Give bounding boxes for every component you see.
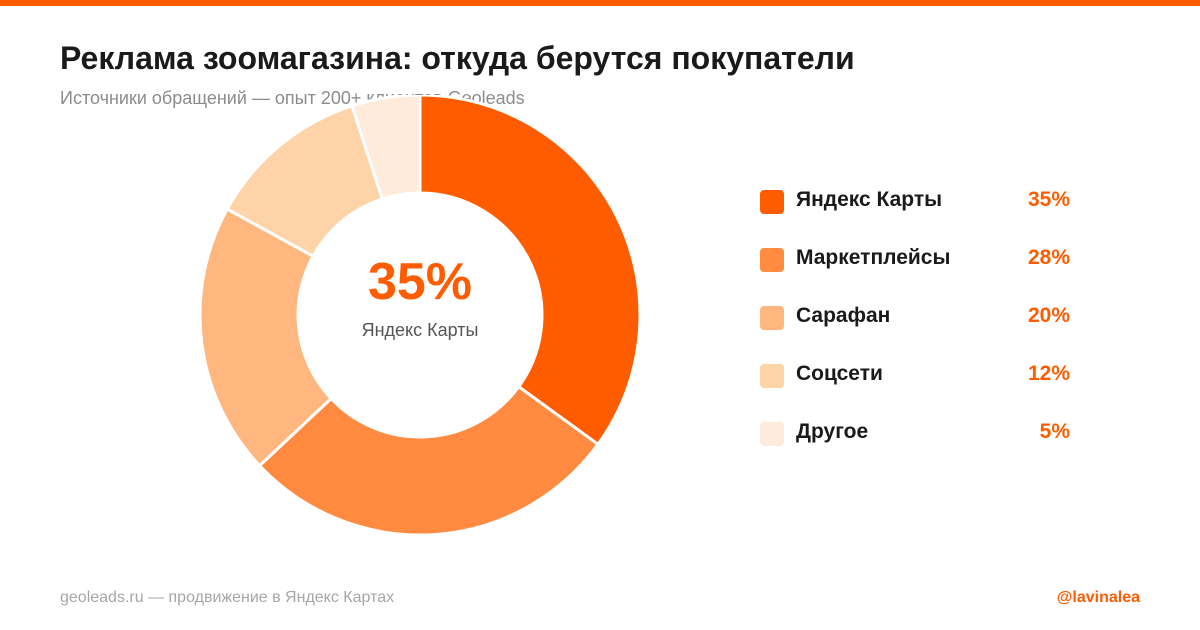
legend-item-2: Маркетплейсы 28% — [760, 230, 1080, 288]
pie-slice-2 — [257, 384, 601, 535]
legend-swatch — [760, 364, 784, 388]
legend-swatch — [760, 422, 784, 446]
legend-item-1: Яндекс Карты 35% — [760, 172, 1080, 230]
legend-label: Другое — [796, 420, 869, 443]
footer-handle[interactable]: @lavinalea — [1056, 589, 1140, 606]
legend-value: 20% — [1027, 304, 1070, 327]
legend-swatch — [760, 190, 784, 214]
pie-slice-1 — [418, 95, 640, 447]
legend-value: 5% — [1039, 420, 1070, 443]
center-label: Яндекс Карты — [361, 320, 479, 340]
legend-label: Маркетплейсы — [796, 246, 951, 269]
legend: Яндекс Карты 35% Маркетплейсы 28% Сарафан 20%… — [760, 172, 1080, 462]
center-value: 35% — [367, 253, 473, 311]
legend-label: Сарафан — [796, 304, 891, 327]
legend-value: 35% — [1027, 188, 1070, 211]
legend-swatch — [760, 248, 784, 272]
legend-value: 12% — [1027, 362, 1070, 385]
page-title: Реклама зоомагазина: откуда берутся поку… — [60, 40, 855, 76]
legend-value: 28% — [1027, 246, 1070, 269]
legend-item-5: Другое 5% — [760, 404, 1080, 462]
top-accent-bar — [0, 0, 1200, 6]
pie-slice-3 — [200, 206, 334, 468]
legend-label: Яндекс Карты — [796, 188, 943, 211]
footer-site: geoleads.ru — продвижение в Яндекс Карта… — [60, 589, 395, 606]
legend-label: Соцсети — [796, 362, 883, 385]
legend-item-3: Сарафан 20% — [760, 288, 1080, 346]
legend-item-4: Соцсети 12% — [760, 346, 1080, 404]
pie-slice-5 — [350, 95, 422, 201]
donut-chart — [200, 95, 640, 535]
legend-swatch — [760, 306, 784, 330]
